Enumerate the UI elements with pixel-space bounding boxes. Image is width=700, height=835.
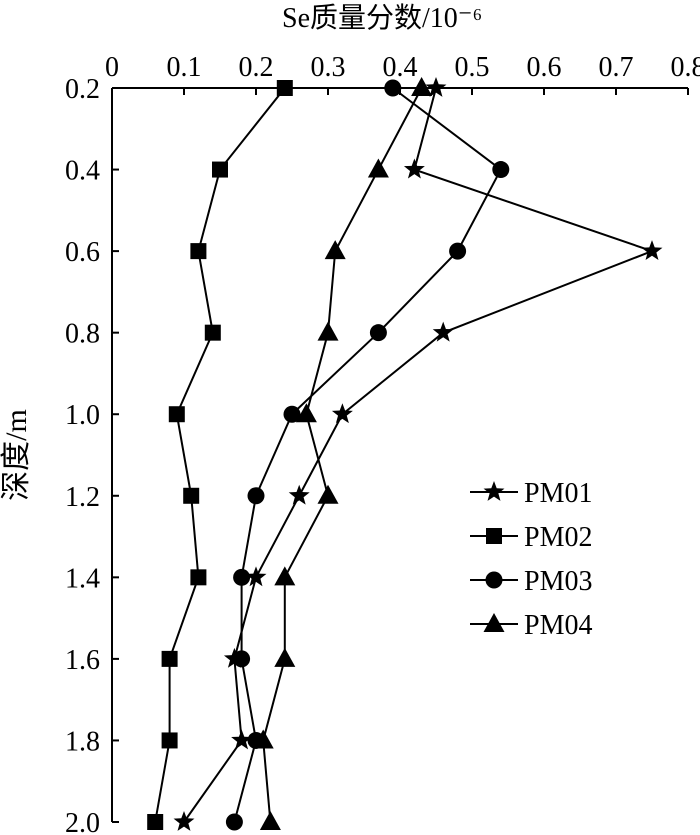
y-tick-label: 1.6: [65, 645, 100, 676]
data-point-pm01: [425, 77, 447, 97]
y-tick-label: 1.0: [65, 400, 100, 431]
data-point-pm03: [225, 813, 243, 831]
legend-item-pm03: PM03: [470, 566, 592, 597]
data-point-pm04: [252, 729, 274, 749]
series-pm01: [173, 77, 663, 831]
x-tick-label: 0.5: [455, 52, 490, 83]
x-tick-label: 0.1: [167, 52, 202, 83]
data-point-pm02: [190, 569, 207, 586]
axes: [111, 87, 688, 822]
data-point-pm02: [204, 324, 221, 341]
x-tick-label: 0.3: [311, 52, 346, 83]
legend-marker-pm03: [485, 571, 503, 589]
data-point-pm03: [369, 324, 387, 342]
data-point-pm01: [231, 729, 253, 750]
x-tick-label: 0.2: [239, 52, 274, 83]
y-tick-label: 0.4: [65, 156, 100, 187]
data-point-pm04: [324, 240, 346, 260]
data-point-pm02: [190, 243, 207, 260]
data-point-pm03: [233, 650, 251, 668]
y-axis-label: 深度/m: [0, 409, 33, 501]
data-point-pm01: [173, 811, 195, 831]
y-tick-label: 2.0: [65, 808, 100, 835]
data-point-pm01: [288, 484, 310, 505]
legend-item-pm02: PM02: [470, 522, 592, 553]
data-point-pm03: [492, 161, 510, 179]
data-point-pm03: [247, 487, 265, 505]
legend-item-pm01: PM01: [470, 478, 592, 509]
y-tick-label: 1.4: [65, 563, 100, 594]
data-point-pm02: [161, 732, 178, 749]
data-point-pm02: [168, 406, 185, 423]
y-tick-label: 0.8: [65, 319, 100, 350]
data-point-pm04: [411, 77, 433, 96]
data-point-pm01: [432, 321, 454, 342]
data-point-pm03: [449, 242, 467, 260]
data-point-pm01: [331, 403, 353, 424]
data-point-pm04: [259, 811, 281, 830]
y-tick-label: 1.2: [65, 482, 100, 513]
y-axis-ticks: 0.2 0.4 0.6 0.8 1.0 1.2 1.4 1.6 1.8 2.0: [65, 74, 119, 835]
data-point-pm03: [283, 405, 301, 423]
x-axis-ticks: 0 0.1 0.2 0.3 0.4 0.5 0.6 0.7 0.8: [105, 52, 700, 95]
y-tick-label: 0.2: [65, 74, 100, 105]
series-line-pm01: [183, 87, 655, 823]
data-point-pm01: [641, 240, 663, 261]
legend-item-pm04: PM04: [470, 610, 592, 641]
data-point-pm04: [367, 158, 389, 178]
legend-label: PM04: [524, 610, 592, 641]
data-point-pm03: [233, 568, 251, 586]
legend-marker-pm02: [486, 528, 502, 544]
legend-label: PM02: [524, 522, 592, 553]
legend-label: PM01: [524, 478, 592, 509]
data-point-pm01: [403, 158, 425, 179]
legend-marker-pm04: [483, 613, 505, 632]
x-tick-label: 0: [105, 52, 119, 83]
series-layer: [147, 77, 663, 831]
series-line-pm03: [233, 87, 503, 823]
x-tick-label: 0.4: [383, 52, 418, 83]
data-point-pm04: [274, 647, 296, 667]
data-point-pm04: [317, 321, 339, 341]
data-point-pm03: [384, 79, 402, 97]
data-point-pm04: [274, 566, 296, 586]
series-pm04: [252, 77, 433, 830]
y-tick-label: 0.6: [65, 237, 100, 268]
series-pm02: [147, 80, 293, 830]
data-point-pm01: [245, 566, 267, 587]
x-tick-label: 0.6: [527, 52, 562, 83]
x-tick-label: 0.7: [599, 52, 634, 83]
data-point-pm02: [183, 487, 200, 504]
legend-marker-pm01: [483, 481, 505, 501]
legend: PM01 PM02 PM03 PM04: [470, 478, 592, 641]
data-point-pm02: [147, 814, 164, 830]
data-point-pm02: [276, 80, 293, 96]
x-axis-label: Se质量分数/10⁻⁶: [282, 2, 482, 34]
series-line-pm02: [154, 87, 286, 823]
data-point-pm02: [212, 161, 228, 178]
y-tick-label: 1.8: [65, 726, 100, 757]
data-point-pm04: [295, 403, 317, 423]
legend-label: PM03: [524, 566, 592, 597]
data-point-pm02: [161, 650, 178, 667]
series-line-pm04: [262, 87, 423, 823]
x-tick-label: 0.8: [671, 52, 700, 83]
data-point-pm04: [317, 484, 339, 504]
